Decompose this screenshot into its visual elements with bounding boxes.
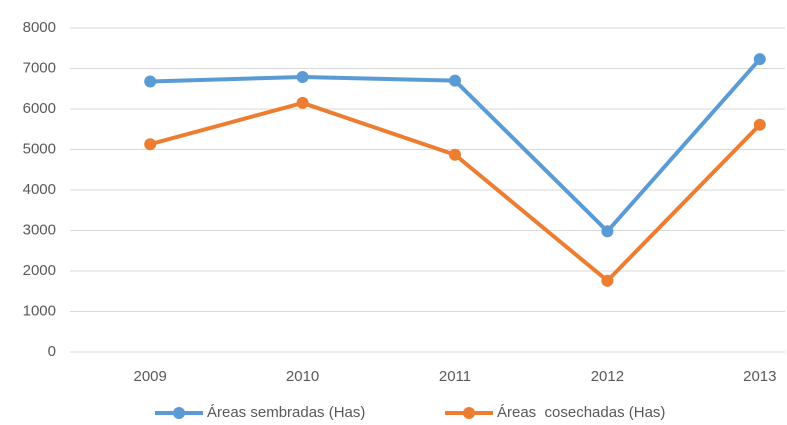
y-tick-label: 3000 [23, 221, 56, 238]
y-tick-label: 0 [48, 343, 56, 360]
data-point [296, 71, 309, 84]
y-tick-label: 1000 [23, 302, 56, 319]
x-tick-label: 2013 [743, 368, 776, 385]
y-tick-label: 8000 [23, 19, 56, 36]
x-tick-label: 2010 [286, 368, 319, 385]
legend-marker [173, 407, 185, 419]
data-point [449, 74, 461, 87]
y-tick-label: 2000 [23, 262, 56, 279]
y-tick-label: 6000 [23, 100, 56, 117]
x-tick-label: 2012 [591, 368, 624, 385]
legend-label: Áreas sembradas (Has) [207, 404, 365, 421]
x-tick-label: 2011 [439, 368, 471, 385]
data-point [753, 118, 766, 131]
legend-label: Áreas cosechadas (Has) [497, 404, 665, 421]
data-point [144, 75, 157, 88]
y-tick-label: 4000 [23, 181, 56, 198]
x-tick-label: 2009 [134, 368, 167, 385]
data-point [601, 274, 614, 287]
legend-marker [463, 407, 475, 419]
series-line [149, 100, 762, 283]
data-point [144, 138, 157, 151]
y-tick-label: 7000 [23, 59, 56, 76]
data-point [296, 96, 309, 109]
y-tick-label: 5000 [23, 140, 56, 157]
data-point [753, 53, 766, 66]
data-point [601, 225, 614, 238]
data-point [449, 148, 461, 161]
